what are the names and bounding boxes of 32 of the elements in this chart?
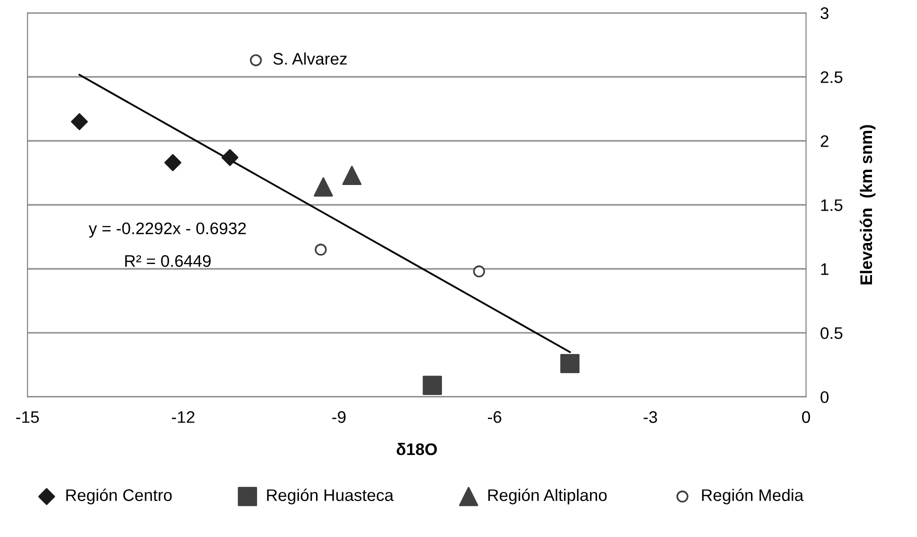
y-tick-label: 2 (820, 135, 828, 147)
x-tick-label: -15 (16, 411, 39, 423)
point (221, 149, 238, 166)
annotation: y = -0.2292x - 0.6932 (88, 222, 246, 238)
point (342, 166, 362, 186)
y-tick-label: 1 (821, 263, 828, 275)
point (250, 54, 262, 66)
x-tick-label: -9 (332, 411, 346, 423)
point (560, 354, 580, 374)
x-tick-label: -12 (172, 411, 194, 423)
y-tick-label: 0 (820, 391, 829, 404)
point (473, 265, 486, 278)
legend-label: Región Media (702, 488, 804, 504)
x-tick-label: -3 (644, 411, 658, 423)
x-axis-title: δ18O (396, 442, 437, 456)
annotation: R² = 0.6449 (125, 255, 211, 267)
y-tick-label: 2.5 (820, 71, 842, 84)
point (422, 376, 442, 395)
y-axis-title: Elevación (km snm) (860, 125, 876, 284)
point (314, 177, 333, 197)
legend-label: Región Centro (66, 488, 172, 504)
x-tick-label: -6 (488, 411, 502, 423)
legend-label: Región Huasteca (267, 488, 394, 504)
y-tick-label: 0.5 (820, 327, 842, 340)
point (314, 244, 327, 256)
legend-label: Región Altiplano (488, 488, 607, 504)
point (70, 113, 88, 130)
y-tick-label: 1.5 (821, 199, 842, 212)
y-tick-label: 3 (820, 7, 828, 20)
point (164, 154, 182, 172)
x-tick-label: 0 (802, 411, 810, 423)
annotation: S. Alvarez (273, 52, 347, 65)
